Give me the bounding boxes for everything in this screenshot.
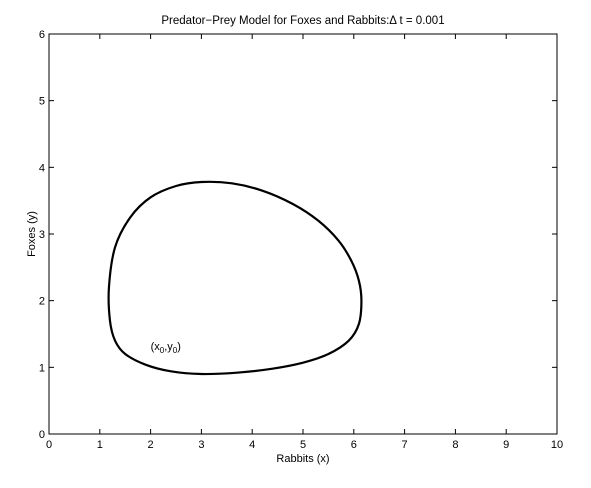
x-tick-label: 6 (351, 439, 357, 451)
y-tick-label: 5 (39, 96, 45, 108)
initial-point-annotation: (x0,y0) (151, 341, 181, 355)
chart-title: Predator−Prey Model for Foxes and Rabbit… (161, 15, 444, 27)
annot-x: x (154, 341, 160, 353)
y-axis-label: Foxes (y) (26, 211, 38, 257)
x-axis-ticks: 0 1 2 3 4 5 6 7 8 9 10 (46, 34, 563, 451)
x-tick-label: 0 (46, 439, 52, 451)
annot-y-sub: 0 (173, 346, 178, 355)
y-tick-label: 0 (39, 429, 45, 441)
plot-area (48, 33, 558, 435)
x-tick-label: 3 (198, 439, 204, 451)
y-tick-label: 3 (39, 229, 45, 241)
y-tick-label: 4 (39, 162, 45, 174)
x-tick-label: 7 (402, 439, 408, 451)
x-axis-label: Rabbits (x) (276, 453, 329, 465)
y-tick-label: 2 (39, 296, 45, 308)
x-tick-label: 9 (503, 439, 509, 451)
x-tick-label: 5 (300, 439, 306, 451)
y-tick-label: 6 (39, 29, 45, 41)
annot-close: ) (177, 341, 181, 353)
x-tick-label: 4 (249, 439, 255, 451)
predator-prey-curve (107, 180, 363, 376)
x-tick-label: 8 (452, 439, 458, 451)
x-tick-label: 1 (97, 439, 103, 451)
y-axis-ticks: 0 1 2 3 4 5 6 (39, 29, 557, 441)
x-tick-label: 10 (551, 439, 563, 451)
x-tick-label: 2 (148, 439, 154, 451)
annot-open: ( (151, 341, 155, 353)
annot-comma: , (164, 341, 167, 353)
annot-x-sub: 0 (160, 346, 165, 355)
annot-y: y (167, 341, 173, 353)
y-tick-label: 1 (39, 362, 45, 374)
